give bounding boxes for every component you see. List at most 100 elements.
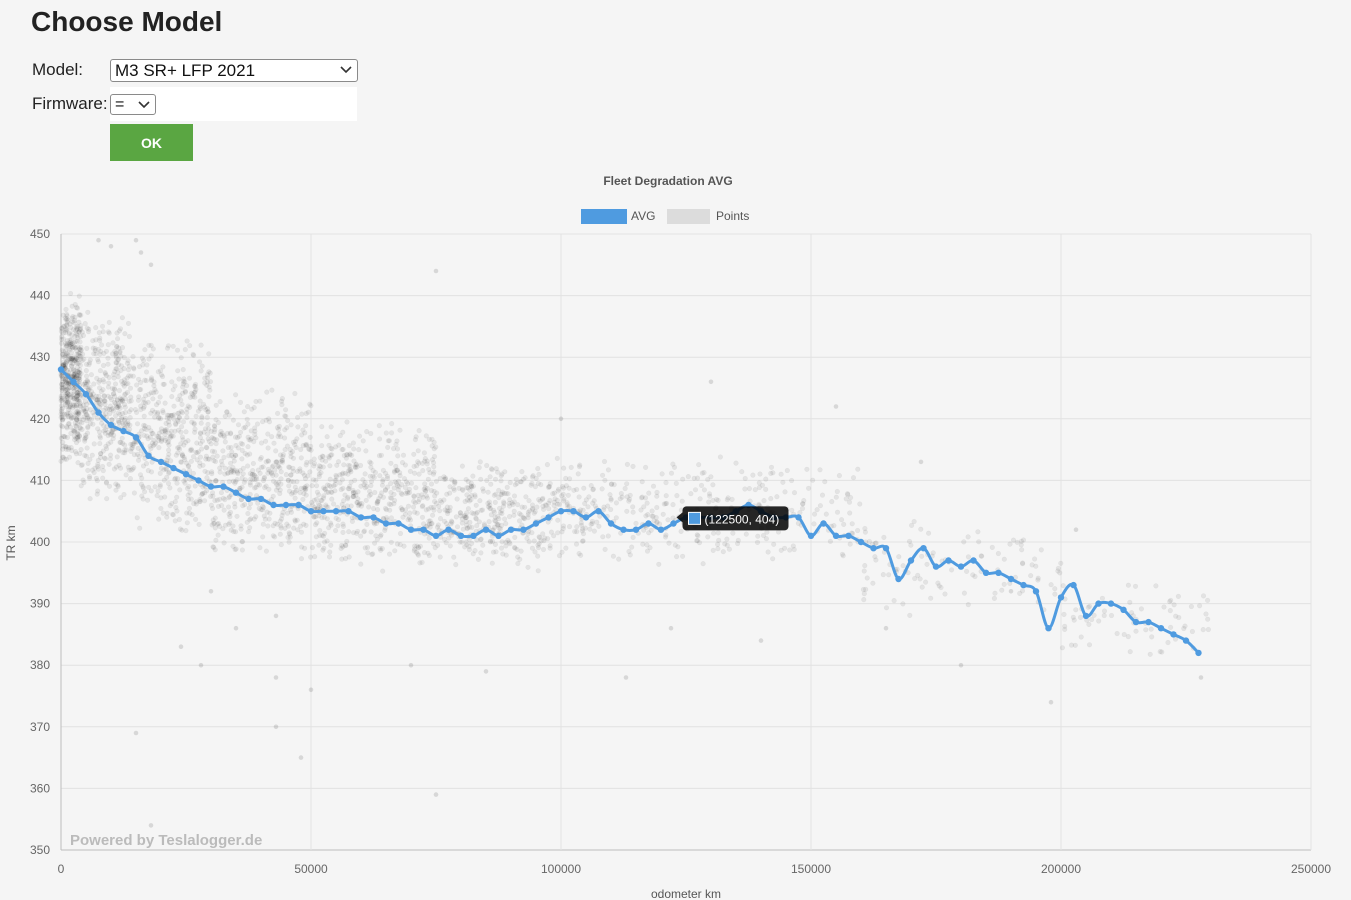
scatter-point [383, 430, 389, 436]
scatter-point [75, 375, 81, 382]
scatter-point [70, 427, 76, 434]
scatter-point [70, 361, 76, 367]
scatter-point [919, 584, 925, 590]
scatter-point [743, 531, 749, 537]
scatter-point [1108, 612, 1115, 619]
scatter-point [74, 326, 80, 332]
ok-button[interactable]: OK [110, 124, 193, 161]
scatter-point [244, 519, 250, 525]
scatter-point [233, 392, 239, 398]
avg-point [357, 514, 365, 521]
scatter-point [473, 510, 479, 517]
scatter-point [98, 402, 104, 408]
scatter-point [105, 406, 111, 412]
scatter-point [344, 419, 350, 425]
scatter-point [500, 551, 506, 557]
scatter-point [151, 379, 157, 385]
scatter-point [136, 453, 142, 459]
scatter-point [245, 444, 251, 450]
scatter-point [900, 601, 906, 607]
scatter-point [84, 415, 91, 421]
scatter-point [303, 462, 309, 468]
scatter-point [94, 491, 100, 497]
scatter-point [62, 354, 68, 360]
scatter-point [130, 442, 136, 449]
scatter-point [252, 485, 258, 491]
scatter-point [74, 348, 80, 354]
scatter-point [187, 343, 193, 349]
scatter-point [63, 380, 70, 386]
scatter-point [346, 554, 352, 560]
scatter-point [386, 551, 393, 557]
scatter-point [199, 415, 205, 421]
scatter-point [280, 509, 286, 516]
scatter-point [1181, 625, 1187, 632]
scatter-point [443, 540, 449, 546]
scatter-point [180, 437, 186, 443]
model-select[interactable]: M3 SR+ LFP 2021 [110, 59, 358, 82]
scatter-point [115, 410, 122, 416]
scatter-point [84, 325, 90, 331]
scatter-point [1059, 645, 1065, 651]
scatter-point [368, 464, 374, 470]
scatter-point [61, 433, 67, 440]
scatter-point [212, 449, 218, 455]
scatter-point [143, 369, 150, 375]
avg-point [445, 526, 452, 533]
scatter-point [64, 424, 70, 430]
scatter-point [295, 414, 301, 421]
scatter-point [58, 328, 65, 335]
scatter-point [411, 451, 417, 457]
scatter-point [63, 388, 69, 394]
scatter-point [160, 373, 166, 380]
scatter-point [59, 381, 65, 388]
scatter-point [205, 456, 211, 462]
scatter-point [290, 455, 297, 461]
scatter-point [120, 450, 126, 456]
scatter-point [601, 504, 607, 510]
scatter-point [64, 319, 71, 325]
scatter-point [1073, 527, 1079, 532]
scatter-point [69, 344, 76, 351]
scatter-point [60, 362, 66, 368]
avg-point [907, 557, 915, 564]
avg-point [982, 569, 990, 576]
scatter-point [822, 479, 828, 485]
scatter-point [195, 408, 201, 414]
avg-point [82, 391, 90, 398]
scatter-point [60, 312, 66, 318]
scatter-point [673, 480, 679, 487]
scatter-point [97, 348, 104, 355]
firmware-operator-select[interactable]: = [110, 94, 156, 115]
scatter-point [311, 497, 317, 503]
scatter-point [1143, 627, 1149, 633]
scatter-point [127, 415, 133, 421]
scatter-point [69, 385, 75, 391]
avg-point [145, 452, 152, 459]
scatter-point [192, 429, 198, 435]
scatter-point [71, 427, 78, 433]
scatter-point [292, 495, 298, 501]
scatter-point [250, 460, 256, 467]
scatter-point [183, 527, 189, 534]
scatter-point [69, 356, 75, 362]
scatter-point [71, 358, 77, 364]
scatter-point [714, 541, 721, 548]
scatter-point [72, 412, 78, 418]
scatter-point [203, 444, 209, 450]
scatter-point [180, 384, 186, 390]
scatter-point [117, 411, 123, 418]
scatter-point [447, 490, 453, 496]
scatter-point [204, 445, 210, 451]
scatter-point [124, 360, 130, 366]
scatter-point [600, 534, 606, 540]
scatter-point [75, 431, 81, 438]
scatter-point [647, 545, 653, 551]
scatter-point [233, 442, 239, 449]
scatter-point [116, 419, 122, 425]
scatter-point [67, 395, 73, 401]
scatter-point [141, 422, 147, 429]
scatter-point [82, 435, 88, 441]
scatter-point [697, 496, 703, 502]
avg-point [620, 526, 627, 533]
